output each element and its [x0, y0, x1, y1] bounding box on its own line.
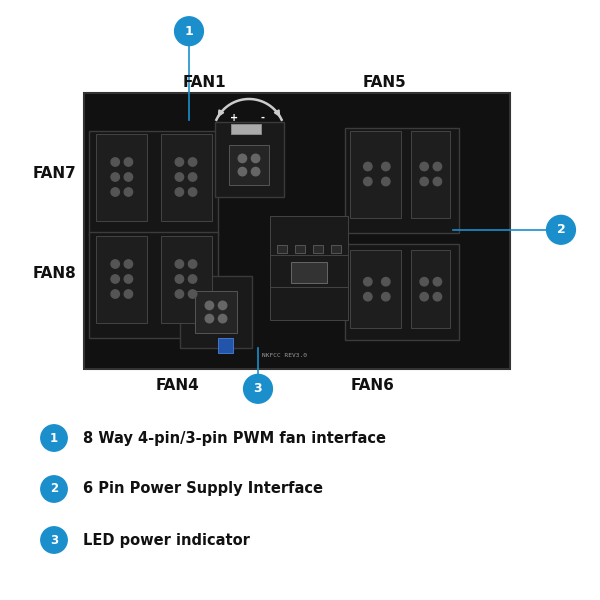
Circle shape — [175, 275, 184, 283]
Bar — [345, 128, 459, 233]
Text: +: + — [230, 113, 238, 123]
Text: NKFCC REV3.0: NKFCC REV3.0 — [263, 353, 308, 358]
Bar — [270, 216, 348, 264]
Text: FAN4: FAN4 — [156, 378, 200, 393]
Circle shape — [244, 374, 272, 403]
Circle shape — [124, 260, 133, 268]
Text: 6 Pin Power Supply Interface: 6 Pin Power Supply Interface — [83, 481, 323, 497]
Circle shape — [420, 178, 428, 186]
Text: 2: 2 — [557, 223, 565, 236]
Circle shape — [433, 292, 442, 301]
Circle shape — [205, 314, 214, 323]
Bar — [180, 276, 252, 348]
Circle shape — [218, 314, 227, 323]
Bar — [270, 255, 348, 291]
Text: FAN1: FAN1 — [183, 75, 227, 90]
Circle shape — [188, 188, 197, 196]
Circle shape — [111, 260, 119, 268]
Circle shape — [175, 188, 184, 196]
Bar — [229, 145, 269, 185]
Circle shape — [188, 290, 197, 298]
Circle shape — [111, 158, 119, 166]
Circle shape — [124, 188, 133, 196]
Bar — [270, 286, 348, 319]
Circle shape — [364, 292, 372, 301]
Circle shape — [251, 167, 260, 176]
Circle shape — [251, 154, 260, 163]
Bar — [218, 337, 233, 352]
Circle shape — [41, 425, 67, 451]
Circle shape — [420, 277, 428, 286]
Text: -: - — [260, 113, 264, 123]
Circle shape — [382, 292, 390, 301]
Text: LED power indicator: LED power indicator — [83, 533, 250, 547]
Circle shape — [433, 178, 442, 186]
Circle shape — [420, 292, 428, 301]
Bar — [195, 291, 237, 333]
Circle shape — [547, 215, 575, 244]
Circle shape — [175, 260, 184, 268]
Bar — [331, 245, 341, 253]
Circle shape — [433, 162, 442, 170]
Circle shape — [175, 17, 203, 46]
Circle shape — [111, 173, 119, 181]
Circle shape — [433, 277, 442, 286]
Bar — [215, 121, 284, 196]
Circle shape — [111, 188, 119, 196]
Circle shape — [420, 162, 428, 170]
Circle shape — [238, 154, 247, 163]
Circle shape — [188, 260, 197, 268]
Bar — [313, 245, 323, 253]
Circle shape — [175, 290, 184, 298]
Text: FAN7: FAN7 — [33, 166, 77, 181]
Text: 3: 3 — [254, 382, 262, 395]
Circle shape — [124, 173, 133, 181]
Bar — [231, 124, 261, 134]
Bar — [161, 134, 212, 221]
Circle shape — [218, 301, 227, 310]
Circle shape — [41, 476, 67, 502]
Circle shape — [382, 277, 390, 286]
Text: 8 Way 4-pin/3-pin PWM fan interface: 8 Way 4-pin/3-pin PWM fan interface — [83, 431, 386, 445]
Bar — [96, 134, 148, 221]
Circle shape — [364, 162, 372, 170]
Circle shape — [124, 158, 133, 166]
Bar — [349, 250, 401, 328]
Circle shape — [364, 277, 372, 286]
Circle shape — [188, 275, 197, 283]
Circle shape — [382, 162, 390, 170]
Text: 2: 2 — [50, 482, 58, 496]
Circle shape — [41, 527, 67, 553]
Circle shape — [175, 158, 184, 166]
Circle shape — [364, 178, 372, 186]
Bar — [84, 93, 510, 369]
Bar — [277, 245, 287, 253]
Bar — [89, 232, 218, 337]
Text: FAN5: FAN5 — [363, 75, 407, 90]
Bar — [295, 245, 305, 253]
Circle shape — [238, 167, 247, 176]
Circle shape — [111, 290, 119, 298]
Circle shape — [175, 173, 184, 181]
Bar — [96, 235, 148, 323]
Bar — [412, 250, 451, 328]
Text: 1: 1 — [50, 431, 58, 445]
Bar — [349, 130, 401, 217]
Text: FAN8: FAN8 — [33, 265, 77, 280]
Circle shape — [111, 275, 119, 283]
Bar — [89, 130, 218, 236]
Circle shape — [382, 178, 390, 186]
Text: FAN6: FAN6 — [351, 378, 395, 393]
Circle shape — [188, 173, 197, 181]
Circle shape — [205, 301, 214, 310]
Circle shape — [124, 275, 133, 283]
Text: 3: 3 — [50, 533, 58, 547]
Circle shape — [124, 290, 133, 298]
Bar — [412, 130, 451, 217]
Bar — [345, 244, 459, 340]
Bar — [161, 235, 212, 323]
Bar — [291, 262, 327, 283]
Text: 1: 1 — [185, 25, 193, 38]
Circle shape — [188, 158, 197, 166]
